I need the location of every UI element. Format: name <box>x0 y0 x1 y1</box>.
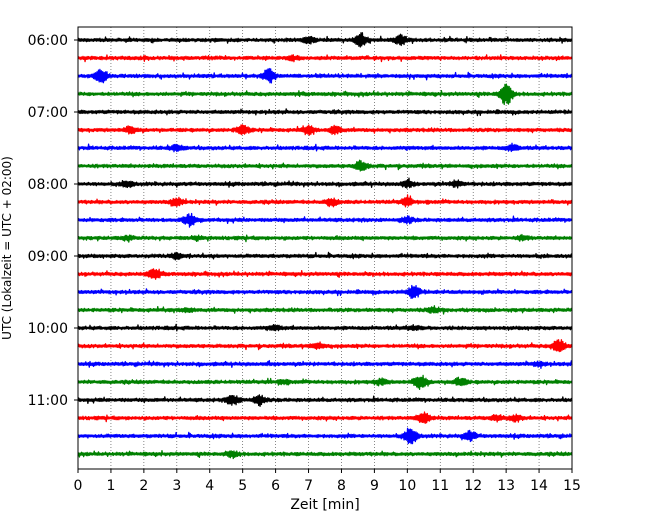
trace-0915 <box>77 268 573 280</box>
trace-0700 <box>77 108 573 117</box>
y-tick-label: 08:00 <box>28 177 68 193</box>
x-tick-label: 12 <box>464 478 482 494</box>
trace-0600 <box>77 32 573 48</box>
y-axis-ticks: 06:00 07:00 08:00 09:00 10:00 11:00 <box>28 33 78 409</box>
trace-0715 <box>77 124 573 136</box>
trace-0815 <box>77 194 573 208</box>
x-tick-label: 1 <box>106 478 115 494</box>
trace-0730 <box>77 142 573 153</box>
y-tick-label: 11:00 <box>28 393 68 409</box>
plot-background <box>78 27 572 469</box>
trace-0800 <box>77 177 573 189</box>
trace-1000 <box>77 323 573 332</box>
x-axis-label: Zeit [min] <box>290 497 359 513</box>
trace-0845 <box>77 233 573 243</box>
trace-1115 <box>77 411 573 424</box>
y-tick-label: 09:00 <box>28 249 68 265</box>
trace-1015 <box>77 339 573 353</box>
traces <box>77 32 573 460</box>
trace-0630 <box>77 67 573 84</box>
trace-0945 <box>77 305 573 315</box>
y-axis-label: UTC (Lokalzeit = UTC + 02:00) <box>0 156 14 340</box>
x-tick-label: 3 <box>172 478 181 494</box>
trace-1045 <box>77 374 573 391</box>
trace-0745 <box>77 159 573 172</box>
x-tick-label: 6 <box>271 478 280 494</box>
y-tick-label: 10:00 <box>28 321 68 337</box>
x-tick-label: 15 <box>563 478 581 494</box>
x-tick-label: 14 <box>530 478 548 494</box>
trace-0645 <box>77 83 573 106</box>
trace-0900 <box>77 251 573 261</box>
x-tick-label: 4 <box>205 478 214 494</box>
trace-1145 <box>77 450 573 460</box>
y-tick-label: 06:00 <box>28 33 68 49</box>
trace-0615 <box>77 54 573 63</box>
plot-frame <box>77 26 573 470</box>
y-tick-label: 07:00 <box>28 105 68 121</box>
x-tick-label: 13 <box>497 478 515 494</box>
trace-0930 <box>77 284 573 299</box>
x-tick-label: 5 <box>238 478 247 494</box>
x-tick-label: 0 <box>74 478 83 494</box>
x-axis-ticks: 0 1 2 3 4 5 6 7 8 9 10 11 12 13 14 15 <box>74 469 581 494</box>
x-tick-label: 8 <box>337 478 346 494</box>
trace-1100 <box>77 394 573 407</box>
trace-0830 <box>77 212 573 228</box>
trace-1130 <box>77 427 573 445</box>
x-tick-label: 2 <box>139 478 148 494</box>
x-tick-label: 11 <box>431 478 449 494</box>
trace-1030 <box>77 359 573 370</box>
x-tick-label: 7 <box>304 478 313 494</box>
x-tick-label: 9 <box>370 478 379 494</box>
x-tick-label: 10 <box>398 478 416 494</box>
